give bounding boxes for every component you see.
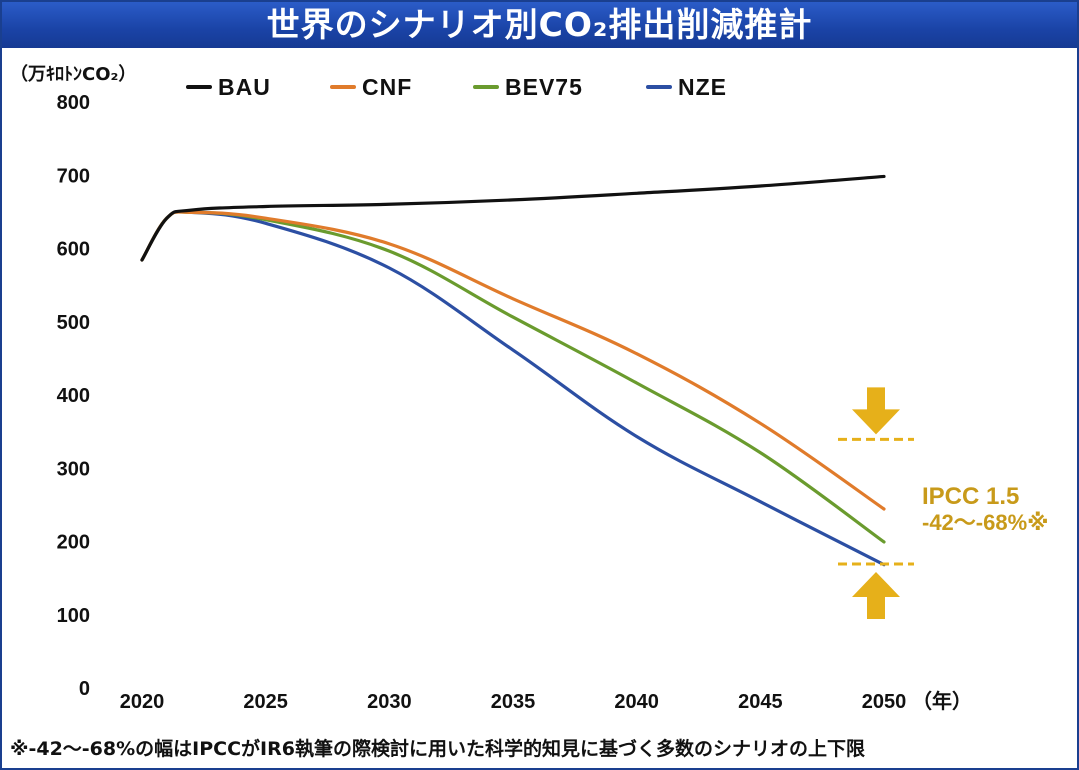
x-tick-label-2040: 2040 (614, 691, 659, 713)
legend-label-cnf: CNF (362, 74, 412, 100)
ipcc-label-line2: -42〜-68%※ (922, 510, 1049, 535)
x-axis-unit-label: （年） (912, 689, 972, 713)
x-tick-label-2050: 2050 (862, 691, 907, 713)
series-line-cnf (140, 210, 886, 511)
footnote: ※-42〜-68%の幅はIPCCがIR6執筆の際検討に用いた科学的知見に基づく多… (10, 738, 865, 760)
x-tick-label-2045: 2045 (738, 691, 783, 713)
ipcc-up-arrow-icon (852, 571, 900, 619)
x-tick-label-2030: 2030 (367, 691, 412, 713)
y-tick-label-700: 700 (57, 165, 90, 187)
ipcc-down-arrow-icon (852, 387, 900, 435)
chart-title: 世界のシナリオ別CO₂排出削減推計 (266, 5, 813, 44)
y-tick-label-600: 600 (57, 239, 90, 261)
y-tick-label-400: 400 (57, 385, 90, 407)
title-bar: 世界のシナリオ別CO₂排出削減推計 (2, 2, 1077, 48)
series-line-bau (140, 174, 886, 262)
x-tick-label-2035: 2035 (491, 691, 536, 713)
y-tick-label-200: 200 (57, 532, 90, 554)
y-tick-label-500: 500 (57, 312, 90, 334)
y-axis-unit-label: （万ｷﾛﾄﾝCO₂） (10, 64, 136, 85)
x-tick-label-2020: 2020 (120, 691, 165, 713)
series-line-bev75 (140, 210, 886, 544)
legend-label-bev75: BEV75 (505, 74, 583, 100)
y-tick-label-0: 0 (79, 678, 90, 700)
x-tick-label-2025: 2025 (243, 691, 288, 713)
legend-label-bau: BAU (218, 74, 271, 100)
legend-label-nze: NZE (678, 74, 727, 100)
y-tick-label-100: 100 (57, 605, 90, 627)
y-tick-label-800: 800 (57, 92, 90, 114)
ipcc-label-line1: IPCC 1.5 (922, 483, 1019, 510)
series-line-nze (140, 209, 886, 567)
y-tick-label-300: 300 (57, 458, 90, 480)
